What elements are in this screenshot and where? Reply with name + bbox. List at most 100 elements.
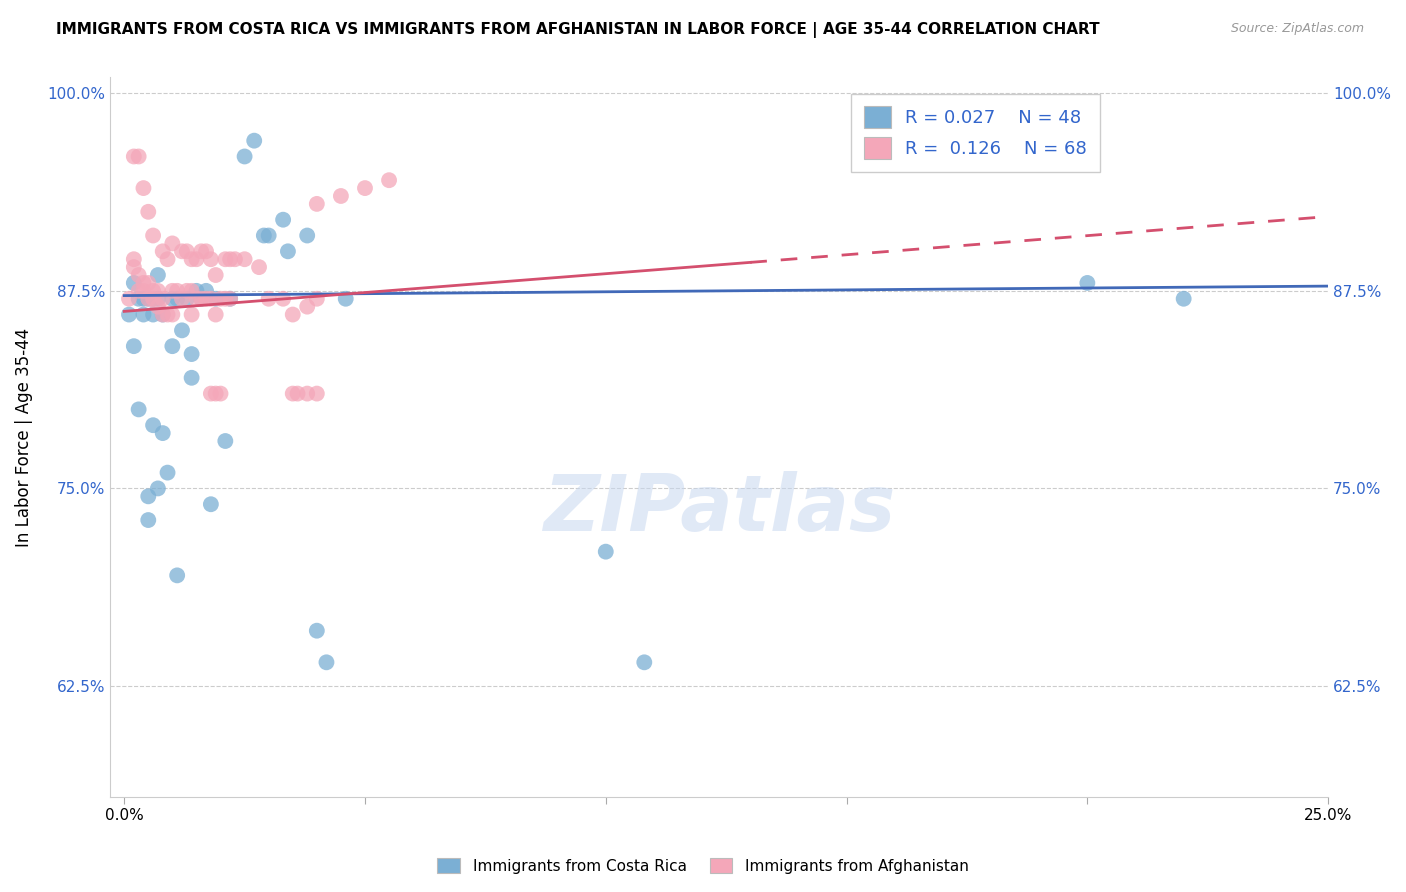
Point [204, 292, 226, 306]
Point [136, 204, 159, 219]
Point [136, 292, 159, 306]
Point [180, 371, 202, 385]
Point [295, 228, 318, 243]
Point [162, 236, 184, 251]
Point [152, 426, 174, 441]
Point [176, 284, 198, 298]
Legend: R = 0.027    N = 48, R =  0.126    N = 68: R = 0.027 N = 48, R = 0.126 N = 68 [851, 94, 1099, 172]
Point [195, 284, 218, 298]
Point [200, 386, 222, 401]
Point [271, 292, 294, 306]
Point [132, 181, 155, 195]
Point [277, 244, 299, 259]
Point [142, 418, 165, 433]
Point [204, 386, 226, 401]
Point [214, 252, 236, 267]
Point [176, 292, 198, 306]
Point [142, 292, 165, 306]
Point [122, 339, 145, 353]
Point [295, 300, 318, 314]
Point [219, 252, 242, 267]
Point [243, 134, 266, 148]
Point [128, 149, 150, 163]
Point [186, 252, 208, 267]
Point [152, 308, 174, 322]
Point [209, 292, 232, 306]
Point [156, 252, 179, 267]
Point [214, 292, 236, 306]
Point [335, 292, 357, 306]
Text: Source: ZipAtlas.com: Source: ZipAtlas.com [1230, 22, 1364, 36]
Text: ZIPatlas: ZIPatlas [543, 471, 896, 547]
Point [354, 181, 377, 195]
Point [200, 497, 222, 511]
Point [287, 386, 309, 401]
Point [209, 386, 232, 401]
Point [281, 386, 304, 401]
Point [180, 308, 202, 322]
Point [180, 252, 202, 267]
Point [329, 189, 352, 203]
Point [128, 268, 150, 282]
Point [281, 308, 304, 322]
Point [257, 228, 280, 243]
Point [152, 244, 174, 259]
Point [122, 260, 145, 274]
Point [122, 252, 145, 267]
Point [162, 284, 184, 298]
Point [219, 292, 242, 306]
Point [162, 308, 184, 322]
Point [166, 292, 188, 306]
Point [132, 276, 155, 290]
Point [247, 260, 270, 274]
Point [136, 489, 159, 503]
Point [295, 386, 318, 401]
Point [142, 228, 165, 243]
Point [195, 244, 218, 259]
Point [190, 292, 212, 306]
Point [132, 292, 155, 306]
Point [170, 292, 193, 306]
Point [595, 544, 617, 558]
Point [162, 339, 184, 353]
Point [1076, 276, 1098, 290]
Point [162, 292, 184, 306]
Point [128, 292, 150, 306]
Point [214, 434, 236, 448]
Point [257, 292, 280, 306]
Point [633, 656, 655, 670]
Point [186, 284, 208, 298]
Point [136, 513, 159, 527]
Point [122, 276, 145, 290]
Point [233, 149, 256, 163]
Point [305, 386, 328, 401]
Point [305, 624, 328, 638]
Point [146, 268, 169, 282]
Point [233, 252, 256, 267]
Point [146, 482, 169, 496]
Point [180, 347, 202, 361]
Point [200, 292, 222, 306]
Point [315, 656, 337, 670]
Point [253, 228, 276, 243]
Point [136, 292, 159, 306]
Point [305, 292, 328, 306]
Point [219, 292, 242, 306]
Point [128, 402, 150, 417]
Point [152, 308, 174, 322]
Point [118, 292, 141, 306]
Point [166, 568, 188, 582]
Point [305, 197, 328, 211]
Point [378, 173, 401, 187]
Point [118, 308, 141, 322]
Point [195, 292, 218, 306]
Point [170, 244, 193, 259]
Point [1173, 292, 1195, 306]
Legend: Immigrants from Costa Rica, Immigrants from Afghanistan: Immigrants from Costa Rica, Immigrants f… [432, 852, 974, 880]
Point [204, 268, 226, 282]
Point [224, 252, 246, 267]
Point [271, 212, 294, 227]
Point [190, 244, 212, 259]
Point [156, 308, 179, 322]
Point [166, 284, 188, 298]
